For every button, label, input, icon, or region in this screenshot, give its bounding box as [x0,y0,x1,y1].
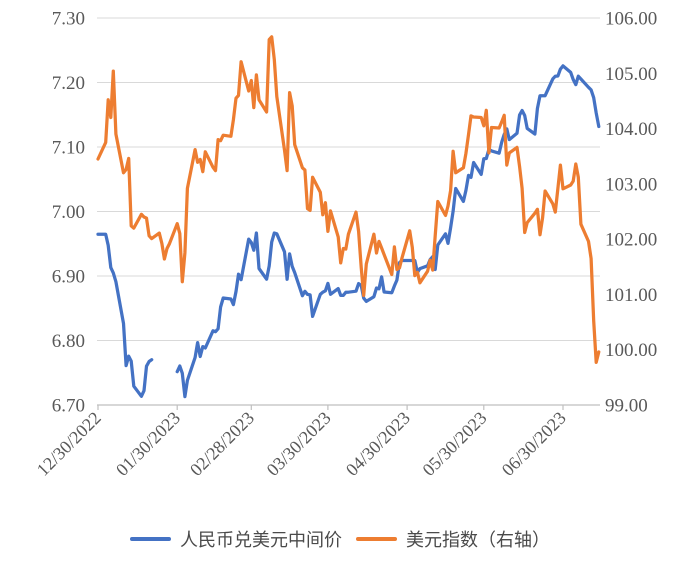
x-axis-tick-label: 04/30/2023 [342,408,414,480]
legend-line-swatch-cny [130,536,171,542]
legend-item-usd-index: 美元指数（右轴） [356,526,550,552]
x-axis-tick-label: 06/30/2023 [498,408,570,480]
left-axis-tick-label: 7.30 [52,9,85,30]
right-axis-tick-label: 100.00 [605,340,657,361]
left-axis-tick-label: 6.90 [52,267,85,288]
right-axis-tick-label: 101.00 [605,285,657,306]
right-axis-tick-label: 103.00 [605,174,657,195]
right-axis-tick-label: 106.00 [605,9,657,30]
right-axis-tick-label: 105.00 [605,64,657,85]
legend-line-swatch-dxy [356,536,397,542]
x-axis-tick-label: 02/28/2023 [186,408,258,480]
series-line-cny-parity [96,64,601,399]
left-axis-tick-label: 7.20 [52,73,85,94]
chart-legend: 人民币兑美元中间价 美元指数（右轴） [0,526,680,552]
x-axis-tick-label: 01/30/2023 [112,408,184,480]
right-axis-tick-label: 102.00 [605,230,657,251]
right-axis-tick-label: 99.00 [605,396,648,417]
x-axis-tick-label: 12/30/2022 [33,408,105,480]
right-axis-tick-label: 104.00 [605,119,657,140]
legend-item-cny-parity: 人民币兑美元中间价 [130,526,342,552]
legend-label-cny: 人民币兑美元中间价 [180,530,342,550]
left-axis-tick-label: 6.70 [52,396,85,417]
x-axis-tick-label: 03/30/2023 [263,408,335,480]
left-axis-tick-label: 7.00 [52,202,85,223]
x-axis-tick-label: 05/30/2023 [418,408,490,480]
series-line-usd-index [96,35,601,365]
legend-label-dxy: 美元指数（右轴） [406,530,550,550]
left-axis-tick-label: 7.10 [52,138,85,159]
left-axis-tick-label: 6.80 [52,331,85,352]
